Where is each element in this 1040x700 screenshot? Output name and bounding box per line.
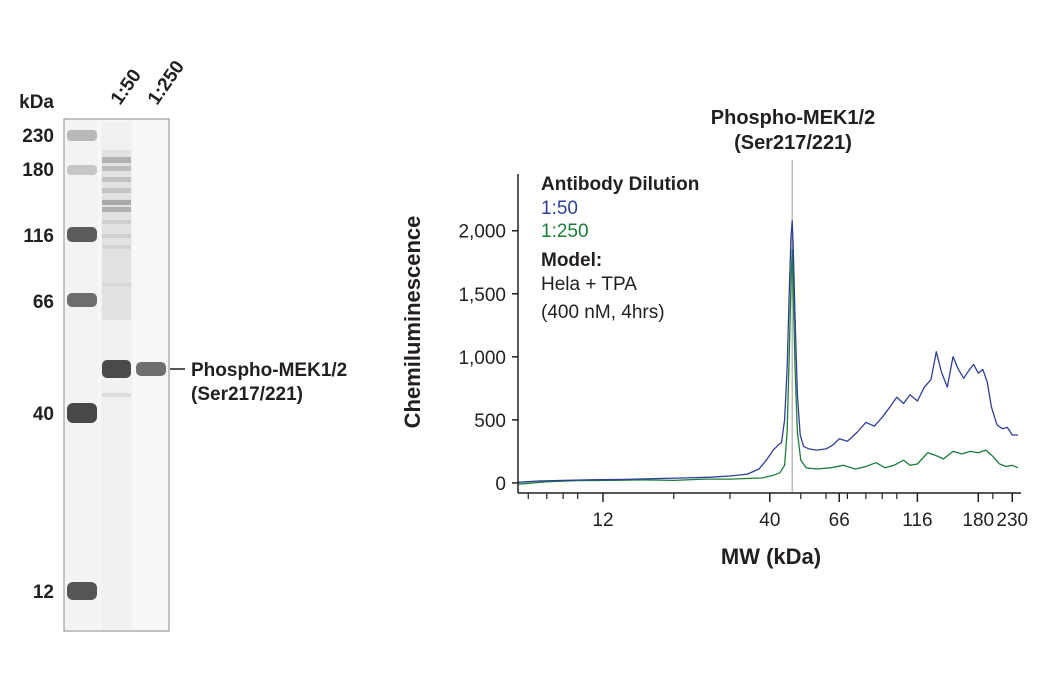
- marker-label-66: 66: [33, 292, 54, 313]
- y-tick-layer: 0 500 1,000 1,500 2,000: [458, 222, 518, 495]
- legend: Antibody Dilution 1:50 1:250 Model: Hela…: [541, 174, 699, 323]
- chart-title-line2: (Ser217/221): [734, 132, 852, 154]
- band: [102, 393, 131, 397]
- band: [102, 200, 131, 205]
- x-tick-label: 180: [962, 510, 994, 531]
- kda-unit-label: kDa: [19, 92, 54, 113]
- band-label-line1: Phospho-MEK1/2: [191, 360, 347, 381]
- marker-label-40: 40: [33, 404, 54, 425]
- ladder-band-12: [67, 582, 97, 600]
- lane-1-50-bands: [102, 150, 131, 397]
- model-line1: Hela + TPA: [541, 274, 637, 295]
- series-layer: [517, 220, 1019, 485]
- legend-entry-1-250: 1:250: [541, 221, 589, 242]
- ladder-lane: [66, 121, 98, 629]
- model-line2: (400 nM, 4hrs): [541, 302, 665, 323]
- blot-panel: kDa 1:50 1:250: [19, 57, 347, 632]
- marker-label-230: 230: [22, 126, 54, 147]
- band: [102, 220, 131, 224]
- y-tick-label: 1,500: [458, 285, 506, 306]
- ladder-band-40: [67, 403, 97, 423]
- band: [102, 207, 131, 212]
- y-tick-label: 2,000: [458, 222, 506, 243]
- y-axis-label: Chemiluminescence: [400, 216, 425, 429]
- band-main: [136, 362, 166, 376]
- chart-title-line1: Phospho-MEK1/2: [711, 107, 875, 129]
- band-main: [102, 360, 131, 378]
- x-tick-label: 116: [902, 510, 932, 531]
- x-tick-label: 40: [759, 510, 780, 531]
- lane-1-250-bands: [136, 362, 166, 376]
- x-tick-label: 66: [829, 510, 850, 531]
- band: [102, 283, 131, 287]
- lane-label-1-50: 1:50: [107, 66, 146, 109]
- band: [102, 188, 131, 193]
- band: [102, 166, 131, 171]
- band: [102, 177, 131, 182]
- marker-label-12: 12: [33, 582, 54, 603]
- legend-title: Antibody Dilution: [541, 174, 699, 195]
- band: [102, 245, 131, 249]
- band: [102, 157, 131, 163]
- x-tick-label: 12: [592, 510, 613, 531]
- x-tick-layer: 12 40 66 116 180 230: [527, 493, 1028, 531]
- ladder-bands: [67, 130, 97, 600]
- band-label-line2: (Ser217/221): [191, 384, 303, 405]
- ladder-band-180: [67, 165, 97, 175]
- marker-label-116: 116: [23, 226, 54, 247]
- series-line-1-250: [517, 249, 1019, 485]
- lane-label-1-250: 1:250: [144, 57, 189, 109]
- model-title: Model:: [541, 250, 602, 271]
- marker-label-180: 180: [22, 160, 54, 181]
- y-tick-label: 1,000: [458, 348, 506, 369]
- y-tick-label: 0: [495, 474, 506, 495]
- band: [102, 234, 131, 238]
- series-line-1-50: [517, 220, 1019, 483]
- ladder-band-230: [67, 130, 97, 141]
- ladder-band-116: [67, 227, 97, 242]
- x-axis-label: MW (kDa): [721, 544, 821, 569]
- legend-entry-1-50: 1:50: [541, 198, 578, 219]
- chart: Phospho-MEK1/2 (Ser217/221) Chemilumines…: [400, 107, 1028, 569]
- x-tick-label: 230: [996, 510, 1028, 531]
- ladder-band-66: [67, 293, 97, 307]
- y-tick-label: 500: [474, 411, 506, 432]
